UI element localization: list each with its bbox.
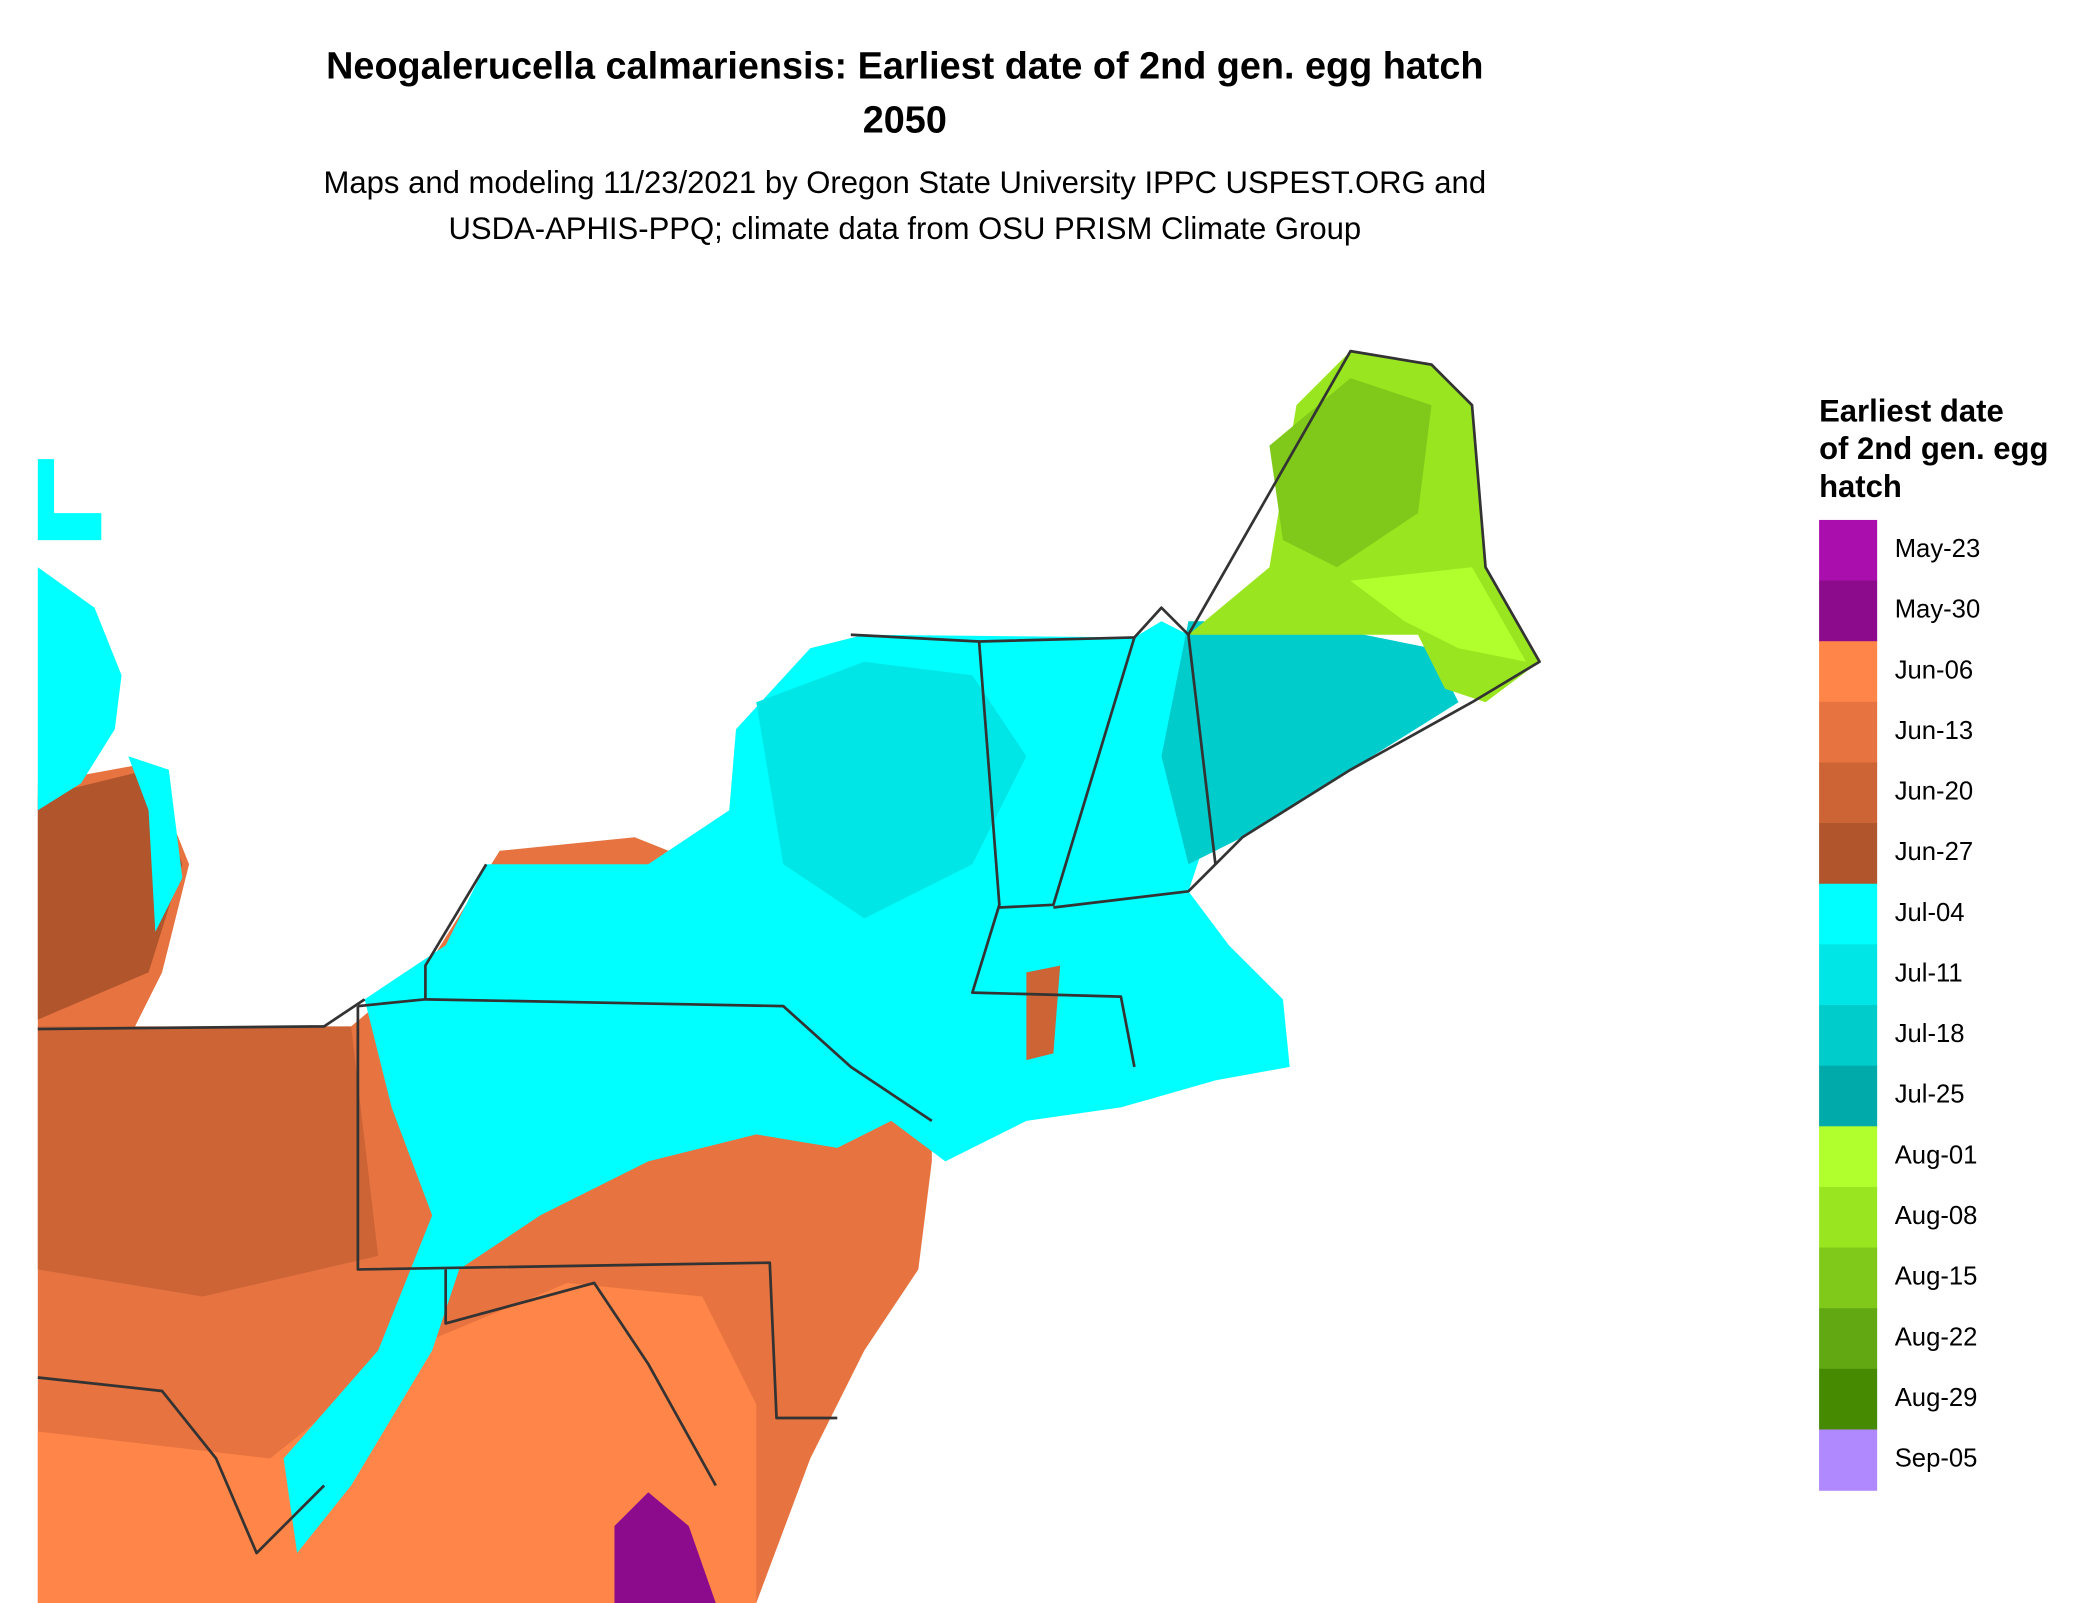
region [37,567,122,811]
legend-swatch [1819,1368,1878,1431]
region [128,756,183,932]
legend-swatch [1819,701,1878,764]
region [756,661,1027,919]
map [37,349,1541,1603]
region [1350,567,1527,662]
state-border [356,1006,838,1420]
state-border [444,1269,717,1487]
legend-swatch [1819,641,1878,703]
legend-label: Sep-05 [1895,1445,1978,1473]
legend-label: Aug-22 [1895,1323,1978,1351]
state-border [357,997,933,1123]
legend-label: Jul-18 [1895,1020,1965,1048]
subtitle: Maps and modeling 11/23/2021 by Oregon S… [324,165,1487,200]
legend-label: Jun-27 [1895,838,1973,866]
legend-swatch [1819,1308,1878,1370]
region [1026,965,1061,1061]
legend-swatch [1819,944,1878,1006]
region [283,621,1290,1554]
legend-label: Jun-06 [1895,656,1973,684]
legend-swatch [1819,1126,1878,1188]
legend-title: Earliest date [1819,393,2004,428]
legend: Earliest date of 2nd gen. egg hatch May-… [1819,393,2048,1491]
legend-swatch [1819,823,1878,885]
legend-swatch [1819,1065,1878,1127]
region [37,1282,757,1603]
title: Neogalerucella calmariensis: Earliest da… [326,45,1483,87]
legend-label: Aug-15 [1895,1263,1978,1291]
legend-title: hatch [1819,469,1902,504]
legend-label: May-23 [1895,535,1981,563]
legend-label: Jun-20 [1895,778,1973,806]
region [1161,621,1459,865]
legend-swatch [1819,883,1878,946]
legend-title: of 2nd gen. egg [1819,431,2048,466]
region [614,1492,716,1603]
legend-swatch [1819,1005,1878,1067]
legend-label: May-30 [1895,596,1981,624]
legend-label: Jul-25 [1895,1081,1965,1109]
state-border [37,998,366,1031]
state-border [424,863,488,1000]
legend-label: Jul-11 [1895,959,1963,987]
legend-swatch [1819,1186,1878,1249]
title-year: 2050 [863,99,947,141]
legend-swatch [1819,1247,1878,1309]
legend-swatch [1819,580,1878,642]
region [37,1026,379,1297]
state-border [979,636,1136,909]
subtitle: USDA-APHIS-PPQ; climate data from OSU PR… [448,211,1361,246]
legend-swatch [1819,1429,1878,1491]
state-border [37,1376,326,1555]
region [37,459,102,541]
legend-label: Jul-04 [1895,899,1965,927]
state-border [850,633,1136,1068]
legend-label: Aug-08 [1895,1202,1978,1230]
legend-label: Aug-01 [1895,1141,1978,1169]
legend-label: Jun-13 [1895,717,1973,745]
legend-label: Aug-29 [1895,1384,1978,1412]
legend-swatch [1819,519,1878,582]
legend-swatch [1819,762,1878,824]
region [37,769,183,1020]
state-border [1053,606,1217,909]
state-border [1187,349,1541,866]
region [1269,378,1432,568]
